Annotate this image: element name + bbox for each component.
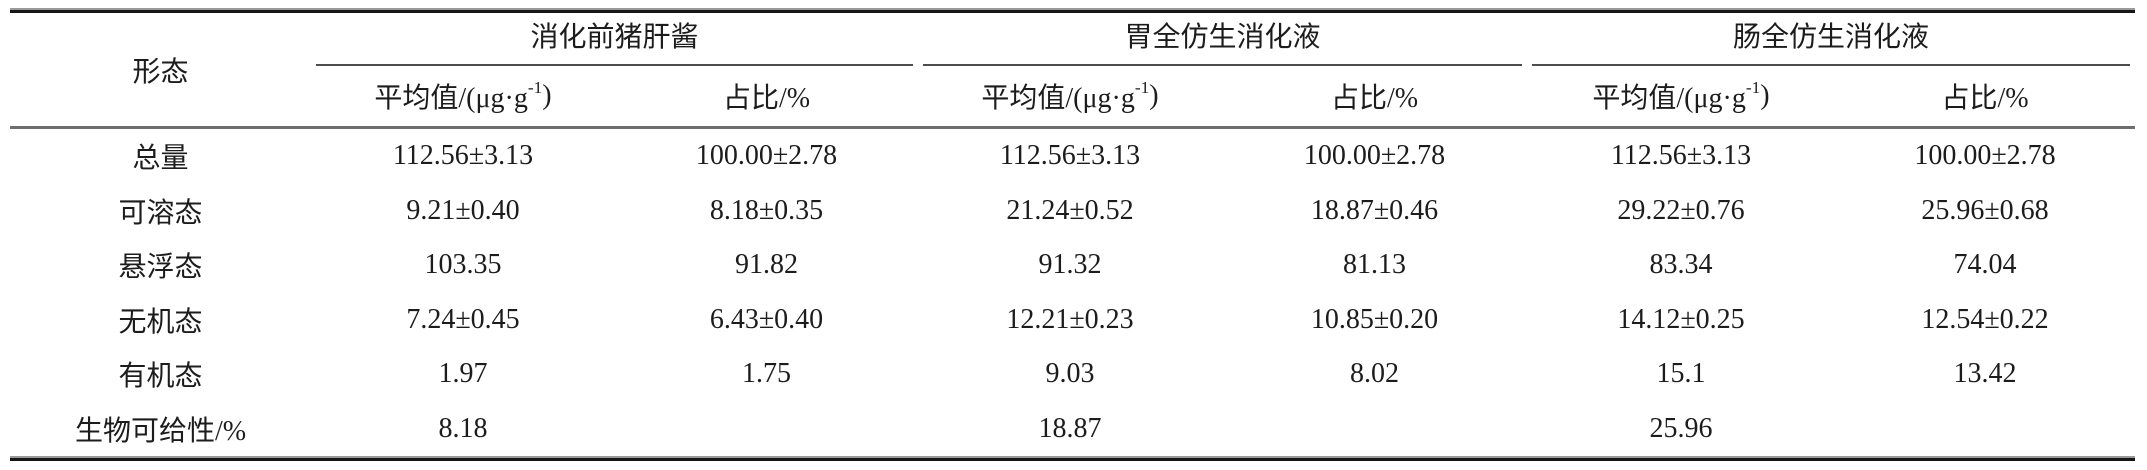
group-header-intestinal-fluid: 肠全仿生消化液 <box>1532 13 2130 66</box>
mean-unit-close: ) <box>542 80 552 111</box>
subheader-mean-g2: 平均值/(μg·g -1) <box>918 66 1222 126</box>
cell-value: 18.87 <box>1038 412 1102 444</box>
cell-value <box>1835 402 2135 457</box>
cell-value: 12.21±0.23 <box>1006 303 1134 335</box>
cell-value: 91.82 <box>735 249 798 281</box>
cell-value: 100.00±2.78 <box>695 140 838 172</box>
cell-value: 12.54±0.22 <box>1921 303 2049 335</box>
cell-value: 74.04 <box>1953 249 2017 281</box>
cell-value: 103.35 <box>424 249 502 281</box>
bottom-rule <box>10 456 2135 461</box>
cell-value: 18.87±0.46 <box>1310 194 1439 226</box>
table-body: 总量 112.56±3.13 100.00±2.78 112.56±3.13 1… <box>10 129 2135 456</box>
subheader-mean-g3: 平均值/(μg·g -1) <box>1527 66 1835 126</box>
top-rule <box>10 8 2135 13</box>
cell-value: 100.00±2.78 <box>1914 140 2056 172</box>
column-header-form: 形态 <box>132 56 189 88</box>
cell-value: 7.24±0.45 <box>406 303 520 335</box>
row-label-bioaccessibility: 生物可给性/% <box>74 415 247 447</box>
row-label-soluble: 可溶态 <box>118 197 203 229</box>
subheader-ratio-g3: 占比/% <box>1941 83 2029 114</box>
cell-value: 100.00±2.78 <box>1303 140 1446 172</box>
cell-value <box>1222 402 1527 457</box>
cell-value: 8.18 <box>438 412 488 444</box>
cell-value: 29.22±0.76 <box>1617 194 1745 226</box>
row-label-total: 总量 <box>132 143 189 175</box>
group-header-pre-digestion: 消化前猪肝酱 <box>316 13 913 66</box>
mean-unit-text: 平均值/(μg·g <box>374 83 528 114</box>
row-label-inorganic: 无机态 <box>118 306 203 338</box>
mean-unit-text: 平均值/(μg·g <box>1592 83 1746 114</box>
table-header: 形态 消化前猪肝酱 胃全仿生消化液 肠全仿生消化液 平均值/(μg·g -1) 占… <box>10 13 2135 129</box>
cell-value: 6.43±0.40 <box>709 303 824 335</box>
subheader-ratio-g2: 占比/% <box>1330 83 1419 114</box>
cell-value: 9.21±0.40 <box>406 194 520 226</box>
cell-value: 91.32 <box>1038 249 1102 281</box>
cell-value: 112.56±3.13 <box>392 140 534 172</box>
mean-unit-close: ) <box>1760 80 1770 111</box>
cell-value: 9.03 <box>1045 358 1095 390</box>
subheader-mean-g1: 平均值/(μg·g -1) <box>311 66 615 126</box>
row-label-organic: 有机态 <box>118 361 203 393</box>
cell-value: 10.85±0.20 <box>1310 303 1439 335</box>
cell-value: 112.56±3.13 <box>1610 140 1752 172</box>
row-label-suspended: 悬浮态 <box>118 252 203 284</box>
cell-value: 112.56±3.13 <box>999 140 1141 172</box>
cell-value <box>615 402 918 457</box>
cell-value: 83.34 <box>1649 249 1713 281</box>
cell-value: 15.1 <box>1656 358 1706 390</box>
mean-unit-text: 平均值/(μg·g <box>981 83 1135 114</box>
cell-value: 1.75 <box>742 358 791 390</box>
cell-value: 8.02 <box>1350 358 1399 390</box>
mean-unit-close: ) <box>1149 80 1159 111</box>
subheader-ratio-g1: 占比/% <box>722 83 811 114</box>
cell-value: 8.18±0.35 <box>709 194 824 226</box>
cell-value: 25.96 <box>1649 412 1713 444</box>
cell-value: 1.97 <box>438 358 488 390</box>
cell-value: 81.13 <box>1343 249 1406 281</box>
cell-value: 21.24±0.52 <box>1006 194 1134 226</box>
cell-value: 13.42 <box>1953 358 2017 390</box>
cell-value: 25.96±0.68 <box>1921 194 2049 226</box>
group-header-gastric-fluid: 胃全仿生消化液 <box>923 13 1522 66</box>
cell-value: 14.12±0.25 <box>1617 303 1745 335</box>
